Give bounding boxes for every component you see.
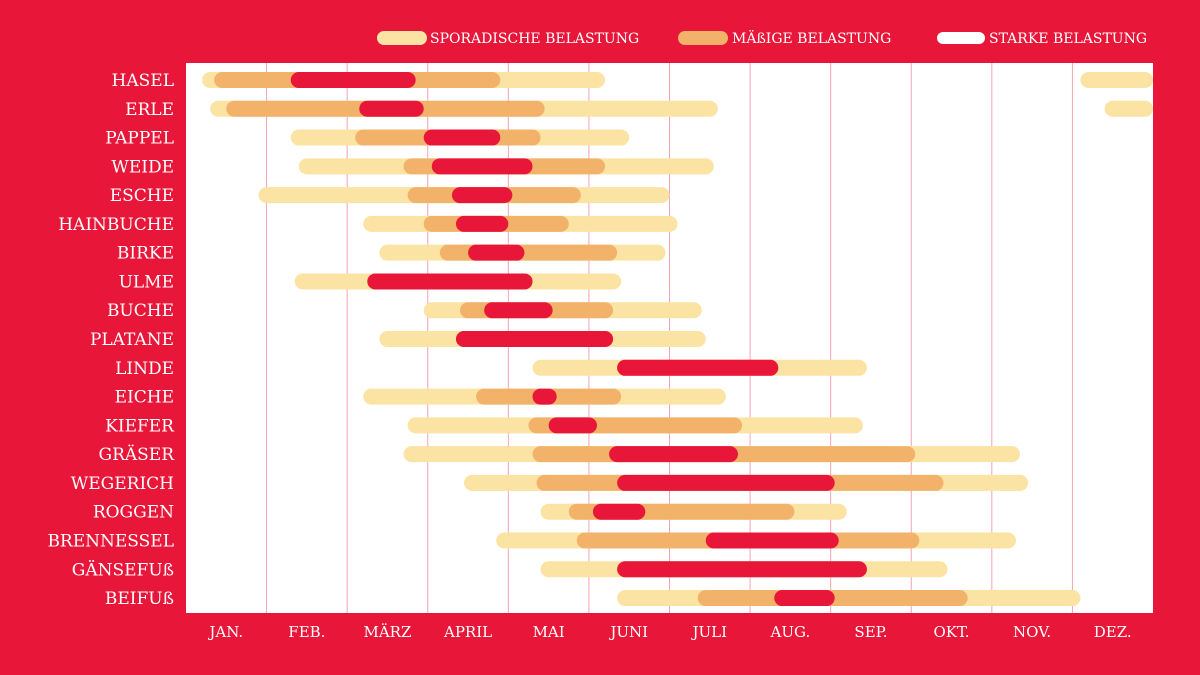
bar-strong (617, 359, 779, 376)
plant-label: EICHE (115, 388, 174, 408)
month-label: NOV. (1013, 623, 1051, 641)
plant-labels: HASEL ERLE PAPPEL WEIDE ESCHE HAINBUCHE BIRKE U… (47, 71, 175, 609)
plant-label: ULME (119, 272, 174, 292)
plant-label: KIEFER (105, 416, 175, 436)
month-label: APRIL (443, 623, 492, 641)
plant-label: GÄNSEFUß (72, 559, 174, 580)
month-label: JULI (691, 623, 728, 641)
bar-strong (367, 273, 533, 290)
bar-strong (431, 158, 533, 175)
bar-strong (548, 417, 597, 434)
bar-strong (455, 331, 614, 348)
bar-strong (592, 503, 646, 520)
plant-label: PAPPEL (105, 129, 174, 149)
plant-label: BIRKE (117, 244, 174, 264)
plant-label: LINDE (115, 359, 174, 379)
bar-strong (617, 474, 835, 491)
month-label: FEB. (288, 623, 325, 641)
plant-label: ESCHE (110, 186, 174, 206)
bar-sporadic (1104, 100, 1153, 117)
bar-strong (359, 100, 424, 117)
month-label: MÄRZ (363, 623, 411, 641)
plant-label: PLATANE (90, 330, 174, 350)
bar-strong (617, 561, 867, 578)
plant-label: BRENNESSEL (47, 531, 174, 551)
bar-strong (484, 302, 553, 319)
month-label: JUNI (608, 623, 648, 641)
legend: SPORADISCHE BELASTUNG MÄßIGE BELASTUNG S… (377, 29, 1147, 47)
legend-swatch-sporadic (377, 31, 427, 45)
bar-strong (423, 129, 501, 146)
bar-strong (705, 532, 839, 549)
pollen-bars (202, 72, 1153, 607)
bar-strong (774, 590, 835, 607)
bar-strong (468, 244, 525, 261)
month-label: AUG. (770, 623, 811, 641)
plant-label: WEGERICH (71, 474, 174, 494)
month-label: MAI (533, 623, 565, 641)
legend-label-strong: STARKE BELASTUNG (989, 31, 1147, 47)
bar-strong (290, 72, 416, 88)
plant-label: ERLE (125, 100, 174, 120)
bar-strong (532, 388, 557, 405)
plant-label: BEIFUß (105, 589, 174, 609)
bar-moderate (439, 244, 618, 261)
bar-strong (451, 187, 513, 204)
bar-strong (455, 215, 509, 232)
month-labels: JAN. FEB. MÄRZ APRIL MAI JUNI JULI AUG. SEP. OKT.… (207, 623, 1131, 641)
plant-label: HAINBUCHE (58, 215, 174, 235)
legend-label-moderate: MÄßIGE BELASTUNG (732, 29, 891, 47)
month-label: SEP. (854, 623, 887, 641)
bar-sporadic (1080, 72, 1153, 88)
legend-swatch-strong (935, 30, 987, 46)
plant-label: GRÄSER (98, 444, 175, 465)
plant-label: ROGGEN (93, 503, 174, 523)
legend-swatch-moderate (678, 31, 728, 45)
legend-label-sporadic: SPORADISCHE BELASTUNG (430, 31, 639, 47)
plant-label: BUCHE (107, 301, 174, 321)
month-label: OKT. (934, 623, 970, 641)
month-label: JAN. (207, 623, 243, 641)
month-label: DEZ. (1094, 623, 1132, 641)
bar-strong (609, 446, 738, 463)
plant-label: WEIDE (111, 157, 174, 177)
plant-label: HASEL (112, 71, 174, 91)
